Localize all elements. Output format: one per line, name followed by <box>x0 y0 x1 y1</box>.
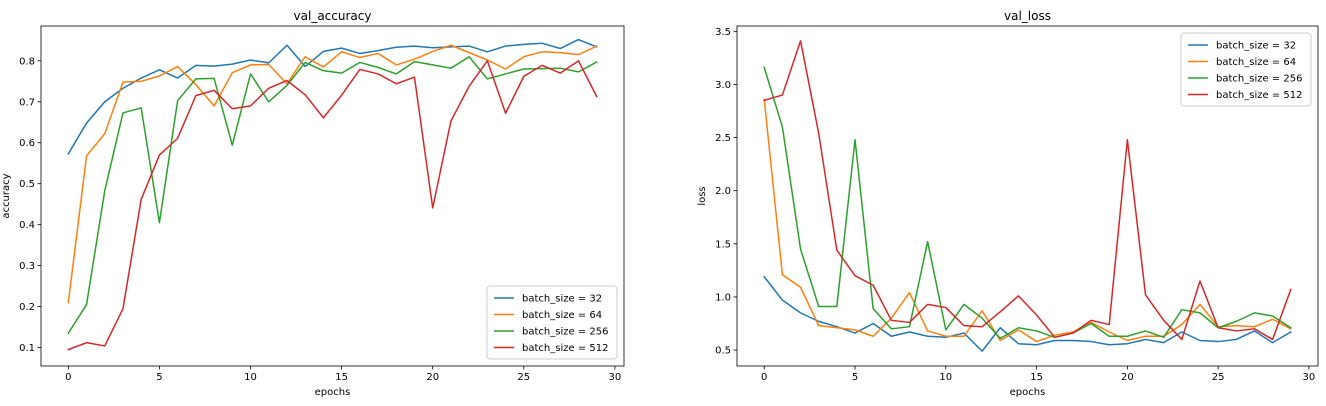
legend-entry: batch_size = 512 <box>522 343 608 354</box>
axes-frame <box>736 25 1319 367</box>
chart-1: 0 5 10 15 20 25 30 0.1 0.2 0.3 0.4 0.5 0.6 0.7 0.8 val_… <box>1 9 625 398</box>
y-tick-label: 2.5 <box>715 133 731 144</box>
plot-area <box>763 40 1292 352</box>
x-tick-label: 20 <box>426 372 439 383</box>
y-tick-label: 1.5 <box>715 239 731 250</box>
series-line-2 <box>763 98 1292 343</box>
legend-entry: batch_size = 256 <box>522 327 608 338</box>
legend-entry: batch_size = 32 <box>1216 41 1296 52</box>
x-tick-label: 15 <box>335 372 348 383</box>
legend-box <box>486 285 618 360</box>
legend-entry: batch_size = 64 <box>1216 57 1296 68</box>
legend-box <box>1180 32 1312 107</box>
legend-entry: batch_size = 32 <box>522 294 602 305</box>
x-tick-label: 10 <box>244 372 257 383</box>
series-line-3 <box>763 66 1292 340</box>
axes-frame <box>40 25 625 367</box>
plot-area <box>67 38 598 351</box>
series-line-1 <box>763 275 1292 352</box>
legend: batch_size = 32 batch_size = 64 batch_size… <box>486 285 618 360</box>
x-tick-label: 15 <box>1030 372 1043 383</box>
y-tick-label: 0.1 <box>19 343 35 354</box>
y-tick-label: 0.7 <box>19 97 35 108</box>
y-tick-label: 1.0 <box>715 292 731 303</box>
y-tick-label: 0.6 <box>19 138 35 149</box>
x-tick-label: 5 <box>852 372 858 383</box>
x-tick-label: 20 <box>1121 372 1134 383</box>
legend: batch_size = 32 batch_size = 64 batch_size… <box>1180 32 1312 107</box>
series-line-3 <box>67 55 598 335</box>
y-tick-label: 0.4 <box>19 220 35 231</box>
chart-title: val_loss <box>1004 9 1051 23</box>
series-line-4 <box>67 60 598 351</box>
y-axis-label: accuracy <box>1 173 12 218</box>
y-tick-label: 2.0 <box>715 186 731 197</box>
x-axis-label: epochs <box>315 387 351 398</box>
y-tick-label: 0.3 <box>19 261 35 272</box>
y-tick-label: 0.2 <box>19 302 35 313</box>
series-line-2 <box>67 44 598 304</box>
legend-entry: batch_size = 256 <box>1216 74 1302 85</box>
x-tick-label: 30 <box>1303 372 1316 383</box>
x-tick-label: 0 <box>65 372 71 383</box>
x-tick-label: 30 <box>609 372 622 383</box>
x-tick-label: 5 <box>156 372 162 383</box>
y-axis-label: loss <box>697 186 708 205</box>
y-tick-label: 0.8 <box>19 56 35 67</box>
y-tick-label: 0.5 <box>19 179 35 190</box>
series-line-1 <box>67 38 598 155</box>
x-tick-label: 25 <box>1212 372 1225 383</box>
x-tick-label: 10 <box>939 372 952 383</box>
series-line-4 <box>763 40 1292 341</box>
x-axis-label: epochs <box>1010 387 1046 398</box>
legend-entry: batch_size = 512 <box>1216 90 1302 101</box>
y-tick-label: 0.5 <box>715 346 731 357</box>
legend-entry: batch_size = 64 <box>522 310 602 321</box>
y-tick-label: 3.0 <box>715 80 731 91</box>
x-tick-label: 0 <box>761 372 767 383</box>
x-tick-label: 25 <box>517 372 530 383</box>
chart-title: val_accuracy <box>294 9 372 23</box>
y-tick-label: 3.5 <box>715 27 731 38</box>
chart-2: 0 5 10 15 20 25 30 0.5 1.0 1.5 2.0 2.5 3.0 3.5 val_los… <box>697 9 1319 398</box>
